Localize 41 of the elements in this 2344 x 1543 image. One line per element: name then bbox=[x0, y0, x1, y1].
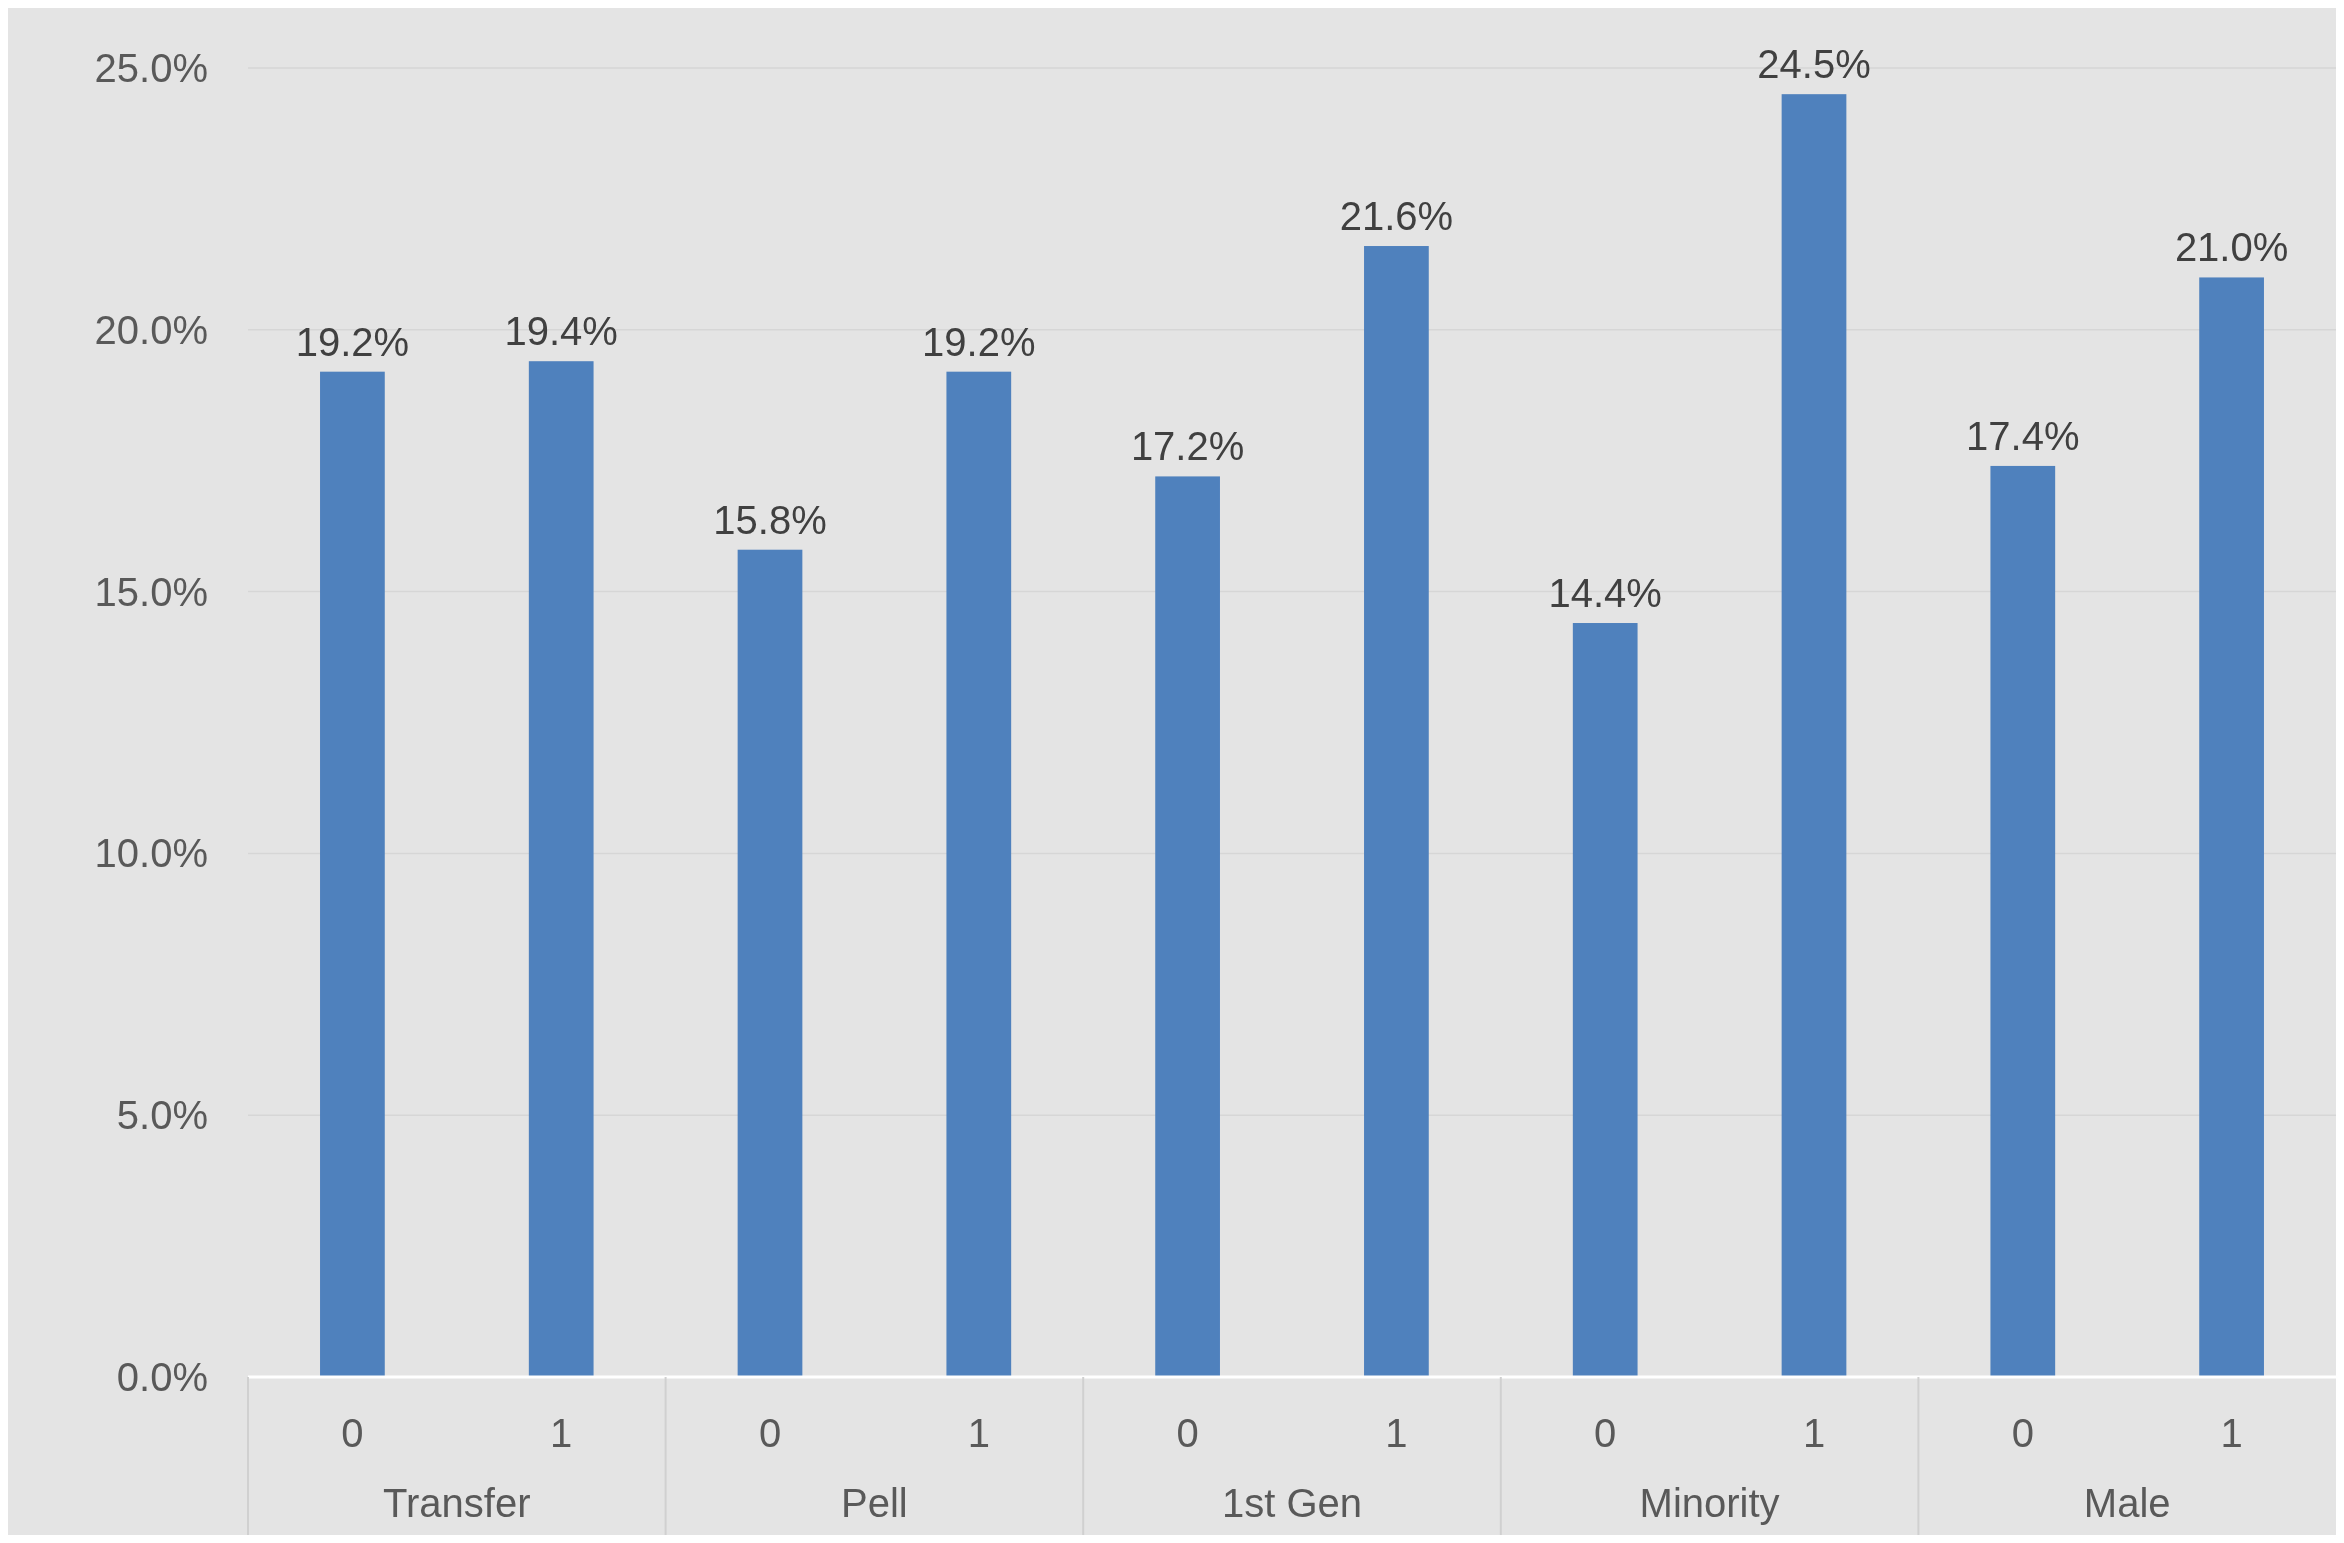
x-tick-label: 1 bbox=[2220, 1411, 2243, 1455]
data-label: 24.5% bbox=[1757, 42, 1871, 87]
x-tick-label: 0 bbox=[341, 1411, 364, 1455]
text: Pell bbox=[841, 1481, 908, 1525]
bar bbox=[2199, 277, 2264, 1377]
data-label: 21.6% bbox=[1339, 194, 1454, 239]
x-tick-label: 1 bbox=[550, 1411, 573, 1455]
x-tick-label: 1 bbox=[1802, 1411, 1826, 1455]
x-tick-label: 0 bbox=[2011, 1411, 2034, 1455]
text: Minority bbox=[1639, 1481, 1780, 1525]
y-tick-label: 5.0% bbox=[116, 1093, 208, 1138]
y-tick-label: 15.0% bbox=[94, 569, 208, 614]
x-tick-label: 1 bbox=[967, 1411, 990, 1455]
text: Transfer bbox=[383, 1481, 531, 1525]
x-tick-label: 0 bbox=[1176, 1411, 1199, 1455]
data-label: 14.4% bbox=[1548, 571, 1662, 616]
y-tick-label: 25.0% bbox=[94, 46, 208, 90]
data-label: 19.2% bbox=[295, 319, 410, 364]
bar bbox=[528, 361, 594, 1377]
bar bbox=[1572, 623, 1638, 1377]
data-label: 21.0% bbox=[2174, 225, 2289, 270]
data-label: 15.8% bbox=[713, 497, 827, 542]
y-tick-label: 20.0% bbox=[94, 307, 208, 352]
text: 1st Gen bbox=[1221, 1481, 1363, 1525]
x-tick-label: 0 bbox=[1594, 1411, 1617, 1455]
data-label: 19.2% bbox=[922, 319, 1036, 364]
y-tick-label: 10.0% bbox=[94, 831, 208, 876]
y-tick-label: 0.0% bbox=[116, 1355, 208, 1399]
bar bbox=[737, 549, 803, 1377]
bar bbox=[946, 371, 1012, 1377]
data-label: 19.4% bbox=[504, 309, 618, 354]
bar bbox=[1781, 94, 1847, 1377]
bar bbox=[320, 371, 385, 1377]
x-tick-label: 1 bbox=[1385, 1411, 1408, 1455]
bar bbox=[1364, 246, 1429, 1377]
text: Male bbox=[2083, 1481, 2171, 1525]
bar bbox=[1990, 465, 2056, 1377]
bar bbox=[1155, 476, 1220, 1377]
data-label: 17.4% bbox=[1966, 413, 2080, 458]
data-label: 17.2% bbox=[1130, 424, 1245, 469]
x-tick-label: 0 bbox=[758, 1411, 782, 1455]
